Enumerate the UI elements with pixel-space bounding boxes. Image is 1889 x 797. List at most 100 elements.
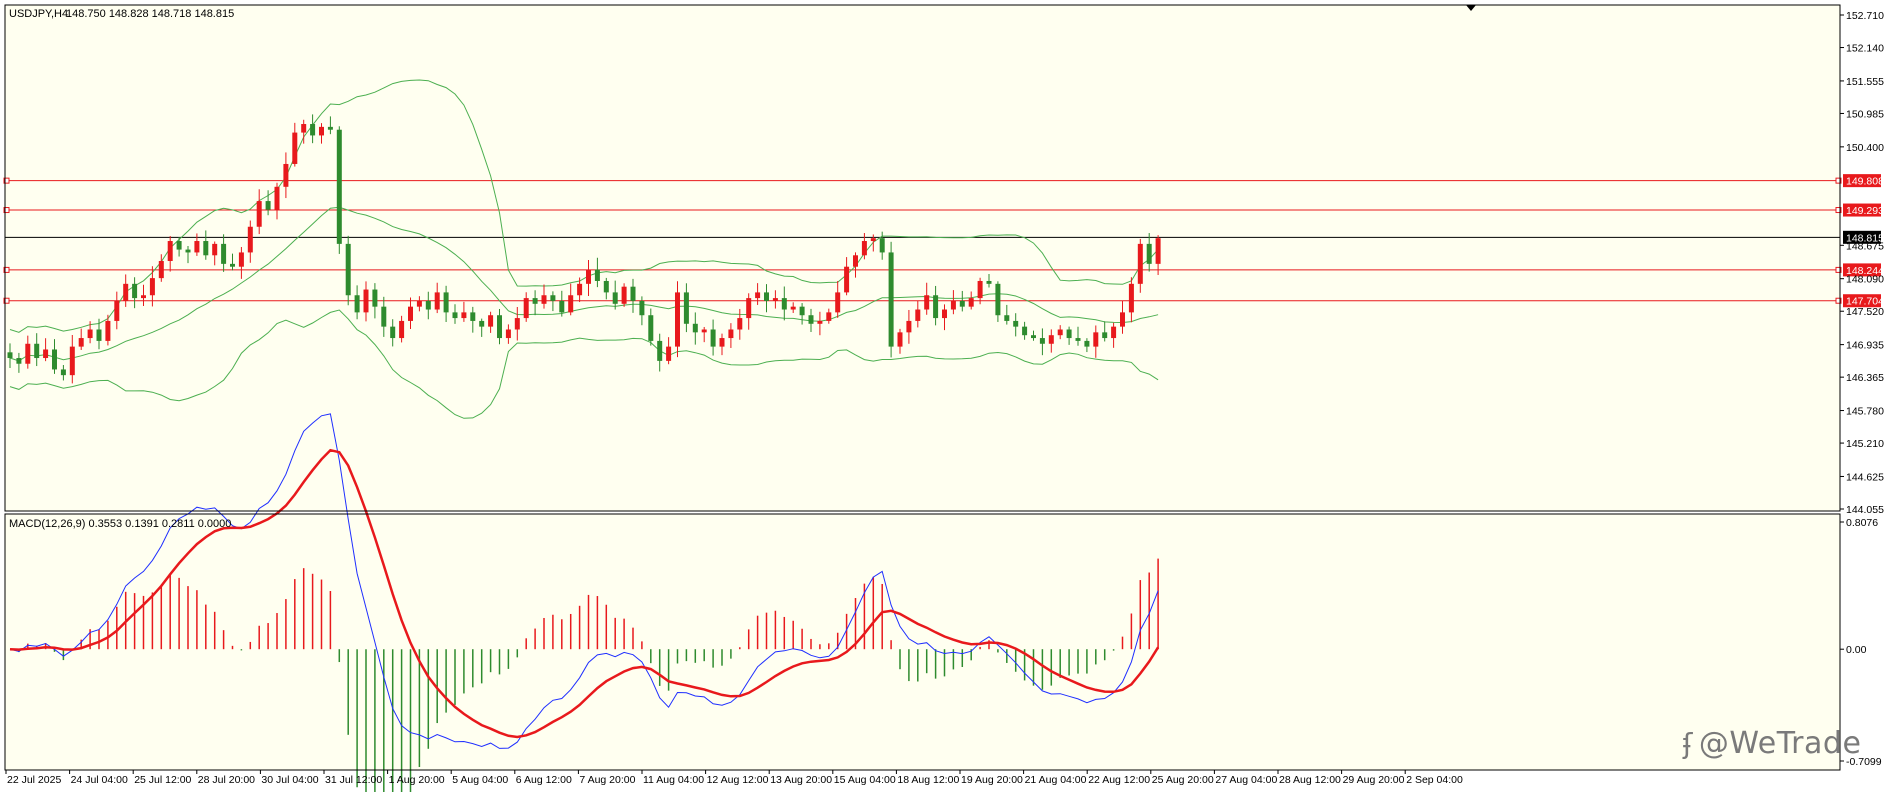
chart-shift-marker-icon[interactable] — [1466, 5, 1476, 11]
price-level-tag-label: 148.815 — [1846, 232, 1884, 244]
candle-body — [69, 346, 75, 376]
candle-body — [1022, 326, 1028, 336]
candle-body — [7, 352, 13, 359]
level-line-handle-left[interactable] — [3, 207, 10, 214]
level-line-handle-left[interactable] — [3, 266, 10, 273]
macd-panel-background[interactable] — [5, 514, 1840, 770]
candle-body — [327, 126, 333, 130]
candle-body — [167, 241, 173, 262]
candle-body — [977, 280, 983, 299]
candle-body — [292, 132, 298, 164]
price-axis-label: 148.675 — [1846, 240, 1884, 252]
candle-body — [594, 269, 600, 281]
time-axis-label: 7 Aug 20:00 — [579, 774, 635, 786]
candle-body — [434, 292, 440, 310]
candle-body — [550, 295, 556, 301]
level-line-handle-right[interactable] — [1835, 297, 1842, 304]
level-line-handle-right[interactable] — [1835, 207, 1842, 214]
candle-body — [630, 286, 636, 301]
candle-body — [657, 340, 663, 361]
time-axis-label: 6 Aug 12:00 — [516, 774, 572, 786]
candle-body — [1004, 315, 1010, 321]
candle-body — [808, 315, 814, 324]
candle-body — [799, 306, 805, 316]
level-line-handle-left[interactable] — [3, 297, 10, 304]
candle-body — [879, 238, 885, 253]
candle-body — [345, 243, 351, 296]
candle-body — [959, 300, 965, 307]
candle-body — [1137, 243, 1143, 284]
candle-body — [123, 283, 129, 301]
time-axis-label: 25 Jul 12:00 — [134, 774, 191, 786]
candle-body — [764, 292, 769, 301]
candle-body — [772, 298, 778, 301]
candle-body — [1111, 326, 1117, 339]
candle-body — [1048, 335, 1054, 344]
candle-body — [221, 243, 227, 264]
level-line-handle-right[interactable] — [1835, 266, 1842, 273]
candle-body — [176, 241, 182, 250]
candle-body — [390, 326, 396, 339]
price-panel-background[interactable] — [5, 5, 1840, 511]
candle-body — [568, 295, 574, 313]
watermark: ʄ @WeTrade — [1683, 726, 1861, 761]
candle-body — [826, 312, 832, 321]
price-axis-label: 150.400 — [1846, 142, 1884, 154]
candle-body — [479, 320, 485, 327]
price-axis-label: 150.985 — [1846, 108, 1884, 120]
candle-body — [461, 312, 467, 319]
level-line-handle-left[interactable] — [3, 177, 10, 184]
time-axis-label: 5 Aug 04:00 — [452, 774, 508, 786]
candle-body — [310, 124, 316, 136]
candle-body — [888, 252, 894, 347]
candle-body — [408, 306, 413, 321]
candle-body — [425, 300, 431, 310]
candle-body — [853, 255, 858, 267]
price-axis-label: 151.555 — [1846, 76, 1884, 88]
time-axis-label: 29 Aug 20:00 — [1343, 774, 1405, 786]
candle-body — [78, 338, 84, 347]
candle-body — [648, 315, 654, 341]
price-level-tag-label: 149.808 — [1846, 176, 1884, 188]
candle-body — [728, 329, 734, 339]
candle-body — [194, 241, 200, 253]
candle-body — [274, 186, 280, 210]
time-axis-label: 22 Jul 2025 — [7, 774, 61, 786]
candle-body — [1102, 332, 1108, 339]
candle-body — [452, 312, 458, 319]
candle-body — [505, 329, 511, 339]
candle-body — [43, 349, 49, 359]
candle-body — [372, 289, 378, 307]
price-level-tag-label: 148.244 — [1846, 265, 1884, 277]
candle-body — [933, 295, 939, 319]
candle-body — [1128, 283, 1134, 313]
candle-body — [185, 249, 191, 253]
candle-body — [710, 329, 716, 347]
price-panel-frame — [4, 4, 1841, 512]
candle-body — [141, 295, 146, 299]
candle-body — [666, 346, 672, 361]
macd-axis-label: 0.8076 — [1846, 517, 1878, 529]
candle-body — [1013, 320, 1019, 327]
candle-body — [363, 289, 369, 313]
time-axis-label: 19 Aug 20:00 — [961, 774, 1023, 786]
candle-body — [488, 315, 494, 327]
candle-body — [577, 283, 583, 296]
candle-body — [149, 278, 155, 296]
candle-body — [603, 280, 609, 293]
candle-body — [470, 312, 476, 321]
candle-body — [719, 338, 725, 347]
time-axis-label: 12 Aug 12:00 — [707, 774, 769, 786]
price-level-tag-label: 149.293 — [1846, 205, 1884, 217]
candle-body — [443, 292, 449, 313]
candle-body — [781, 298, 787, 310]
candle-body — [986, 280, 992, 284]
candle-body — [523, 298, 529, 319]
level-line-handle-right[interactable] — [1835, 177, 1842, 184]
candle-body — [1066, 329, 1072, 339]
time-axis-label: 15 Aug 04:00 — [834, 774, 896, 786]
candle-body — [1075, 338, 1081, 341]
bollinger-lower-band — [9, 309, 1159, 419]
